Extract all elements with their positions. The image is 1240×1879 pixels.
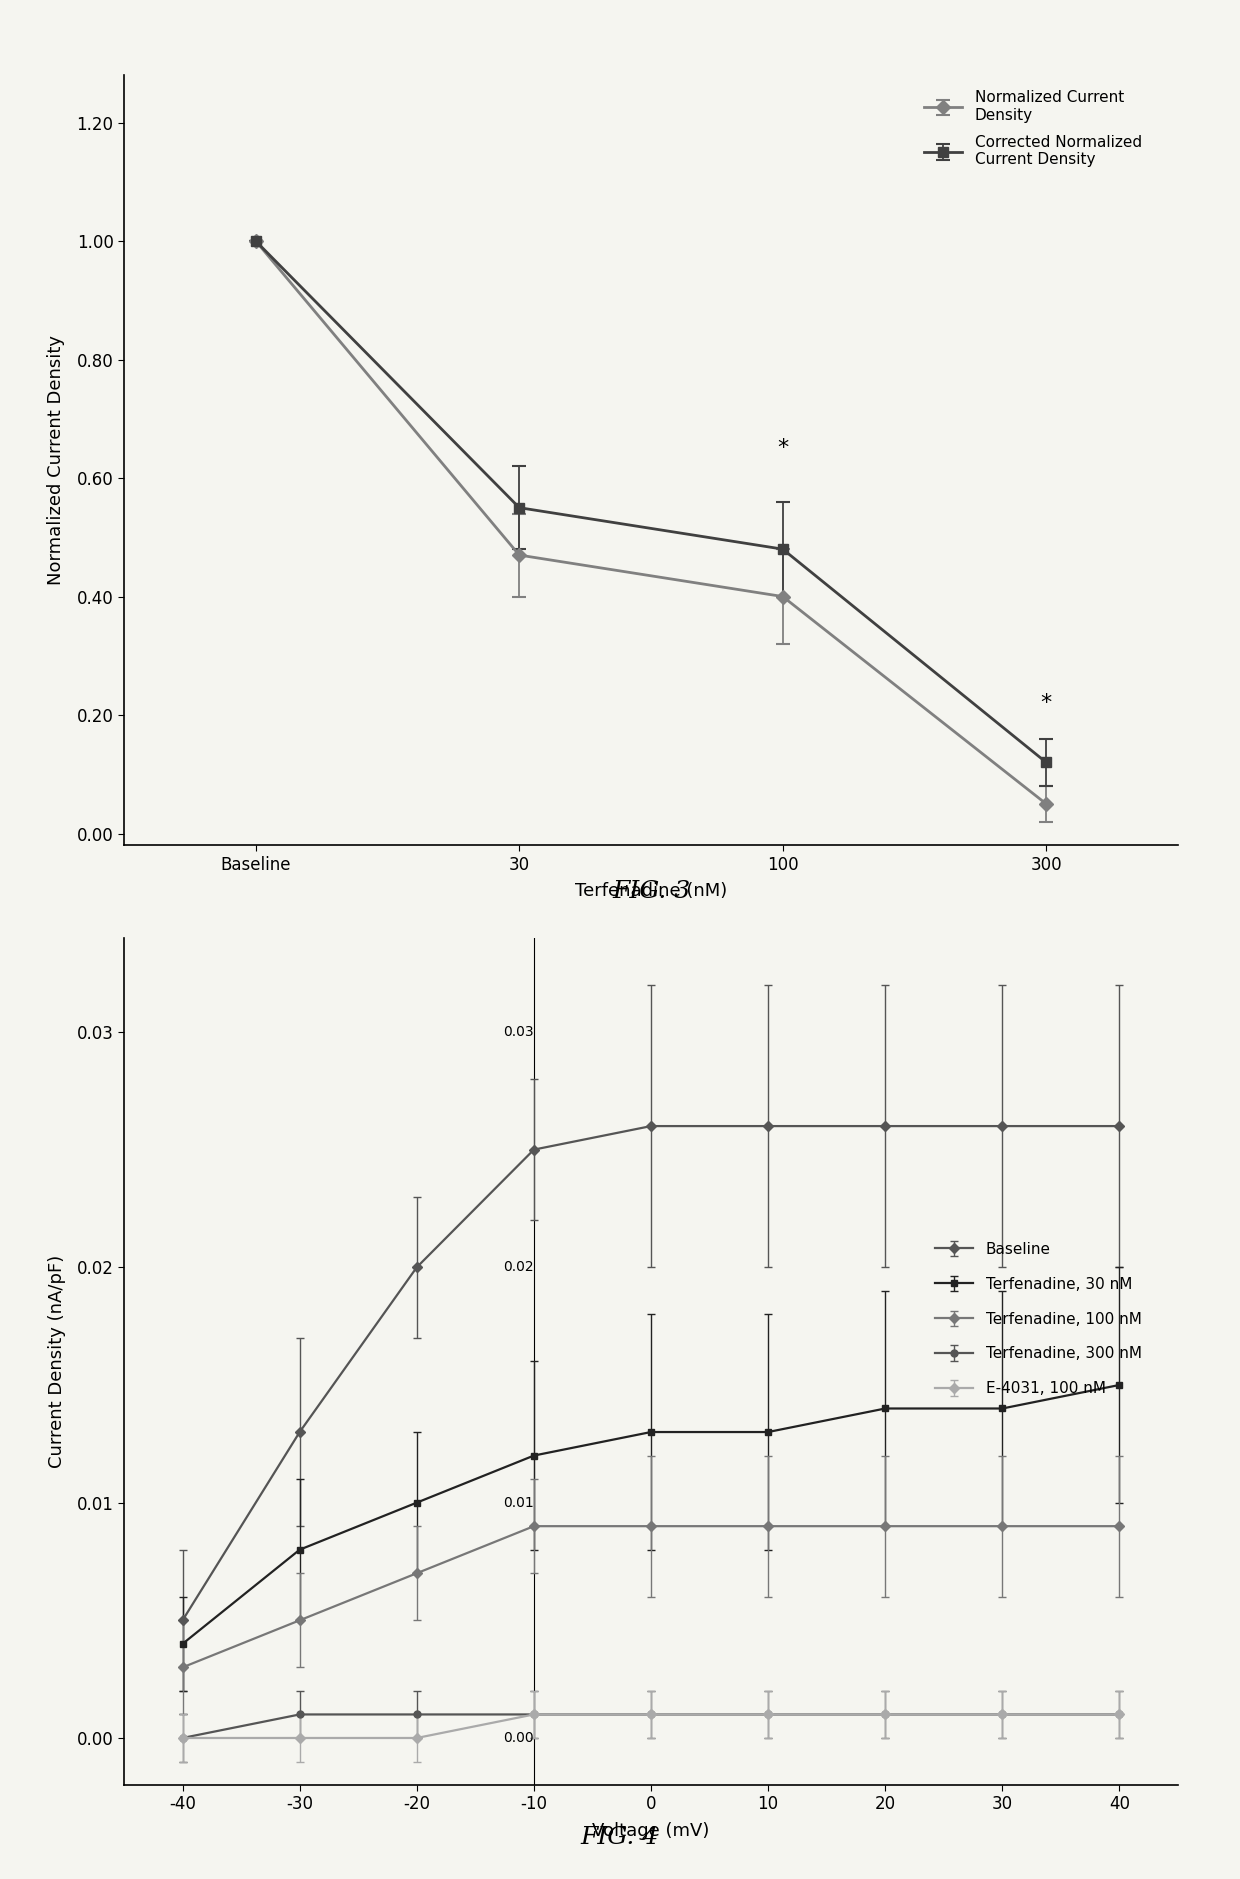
Y-axis label: Normalized Current Density: Normalized Current Density [47,334,66,584]
Text: 0.03: 0.03 [503,1024,534,1039]
Text: 0.00: 0.00 [503,1731,534,1746]
Text: 0.02: 0.02 [503,1261,534,1274]
Legend: Baseline, Terfenadine, 30 nM, Terfenadine, 100 nM, Terfenadine, 300 nM, E-4031, : Baseline, Terfenadine, 30 nM, Terfenadin… [928,1235,1149,1404]
Y-axis label: Current Density (nA/pF): Current Density (nA/pF) [47,1255,66,1467]
Legend: Normalized Current
Density, Corrected Normalized
Current Density: Normalized Current Density, Corrected No… [916,83,1149,175]
Text: FIG. 4: FIG. 4 [580,1826,660,1849]
Text: *: * [777,438,789,458]
X-axis label: Terfenadine (nM): Terfenadine (nM) [575,881,727,900]
Text: 0.01: 0.01 [503,1496,534,1509]
X-axis label: Voltage (mV): Voltage (mV) [593,1823,709,1840]
Text: *: * [1040,693,1052,714]
Text: FIG. 3: FIG. 3 [611,879,691,904]
